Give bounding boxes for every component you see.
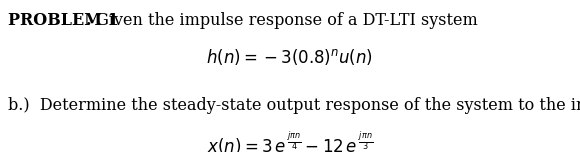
Text: PROBLEM 1: PROBLEM 1 <box>8 12 119 29</box>
Text: .: . <box>86 12 92 29</box>
Text: b.)  Determine the steady-state output response of the system to the input: b.) Determine the steady-state output re… <box>8 97 580 114</box>
Text: Given the impulse response of a DT-LTI system: Given the impulse response of a DT-LTI s… <box>91 12 478 29</box>
Text: $x(n) = 3\, e^{\,\frac{j\pi n}{4}} - 12\, e^{\,\frac{j\pi n}{3}}$: $x(n) = 3\, e^{\,\frac{j\pi n}{4}} - 12\… <box>207 130 373 152</box>
Text: $h(n) = -3(0.8)^n u(n)$: $h(n) = -3(0.8)^n u(n)$ <box>206 47 374 67</box>
